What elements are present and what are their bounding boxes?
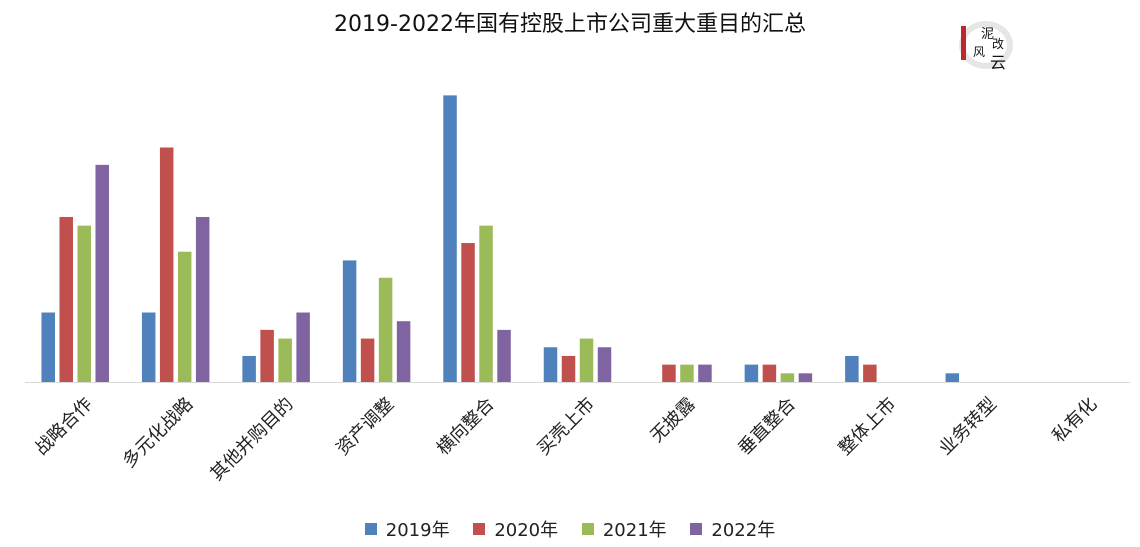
bar-1-2020年 [159, 147, 174, 382]
bar-4-2019年 [443, 95, 457, 382]
category-label-5: 买壳上市 [533, 394, 599, 460]
category-label-1: 多元化战略 [119, 394, 197, 472]
category-label-9: 业务转型 [935, 394, 1001, 460]
category-label-4: 横向整合 [433, 394, 499, 460]
bar-5-2020年 [561, 355, 576, 382]
bar-3-2022年 [396, 321, 411, 382]
category-label-0: 战略合作 [31, 394, 97, 460]
bar-5-2022年 [597, 347, 612, 382]
bar-5-2019年 [543, 347, 558, 382]
legend-label-2022: 2022年 [711, 520, 776, 541]
bar-3-2019年 [342, 260, 357, 382]
bar-1-2022年 [195, 216, 210, 382]
logo-seal: 泥 改 风 云 [959, 21, 1013, 72]
bar-6-2021年 [680, 364, 694, 382]
category-label-7: 垂直整合 [734, 394, 800, 460]
category-label-3: 资产调整 [332, 394, 398, 460]
legend-item-2020: 2020年 [473, 516, 558, 542]
legend-swatch-2021 [581, 523, 594, 535]
bar-1-2019年 [141, 312, 156, 382]
category-label-6: 无披露 [646, 394, 699, 447]
legend-item-2019: 2019年 [364, 516, 450, 542]
bar-0-2022年 [95, 164, 109, 382]
legend-swatch-2019 [364, 523, 377, 535]
bar-8-2020年 [863, 364, 877, 382]
chart-title: 2019-2022年国有控股上市公司重大重目的汇总 [334, 12, 806, 37]
bar-6-2022年 [698, 364, 712, 382]
legend-label-2020: 2020年 [494, 520, 559, 541]
bar-2-2020年 [260, 329, 274, 382]
bars-group [41, 95, 960, 382]
legend-item-2022: 2022年 [690, 516, 775, 542]
bar-6-2020年 [662, 364, 676, 382]
category-label-10: 私有化 [1048, 394, 1101, 447]
legend-label-2019: 2019年 [385, 520, 450, 541]
category-label-2: 其他并购目的 [206, 394, 297, 485]
bar-4-2020年 [461, 243, 475, 382]
bar-0-2020年 [59, 216, 73, 382]
logo-char-3: 风 [973, 45, 985, 59]
legend-swatch-2020 [473, 523, 486, 535]
bar-7-2019年 [744, 364, 759, 382]
bar-7-2022年 [798, 373, 813, 382]
bar-3-2021年 [378, 277, 393, 382]
bar-0-2019年 [41, 312, 55, 382]
bar-8-2019年 [845, 355, 859, 382]
legend-label-2021: 2021年 [602, 520, 667, 541]
bar-2-2021年 [278, 338, 292, 382]
bar-2-2019年 [242, 355, 256, 382]
legend-item-2021: 2021年 [581, 516, 667, 542]
legend: 2019年 2020年 2021年 2022年 [0, 516, 1140, 542]
bar-7-2021年 [780, 373, 795, 382]
category-label-8: 整体上市 [835, 394, 901, 460]
bar-0-2021年 [77, 225, 91, 382]
legend-swatch-2022 [690, 523, 703, 535]
bar-5-2021年 [579, 338, 594, 382]
bar-3-2020年 [360, 338, 375, 382]
bar-7-2020年 [762, 364, 777, 382]
bar-2-2022年 [296, 312, 310, 382]
logo-char-1: 泥 [981, 27, 994, 42]
logo-char-2: 改 [992, 37, 1004, 51]
category-labels-group: 战略合作 多元化战略 其他并购目的 资产调整 横向整合 买壳上市 无披露 垂直整合 整体上市 业务… [31, 394, 1101, 485]
logo-char-4: 云 [990, 53, 1006, 72]
bar-4-2022年 [497, 329, 511, 382]
bar-4-2021年 [479, 225, 493, 382]
bar-9-2019年 [945, 373, 960, 382]
bar-1-2021年 [177, 251, 192, 382]
